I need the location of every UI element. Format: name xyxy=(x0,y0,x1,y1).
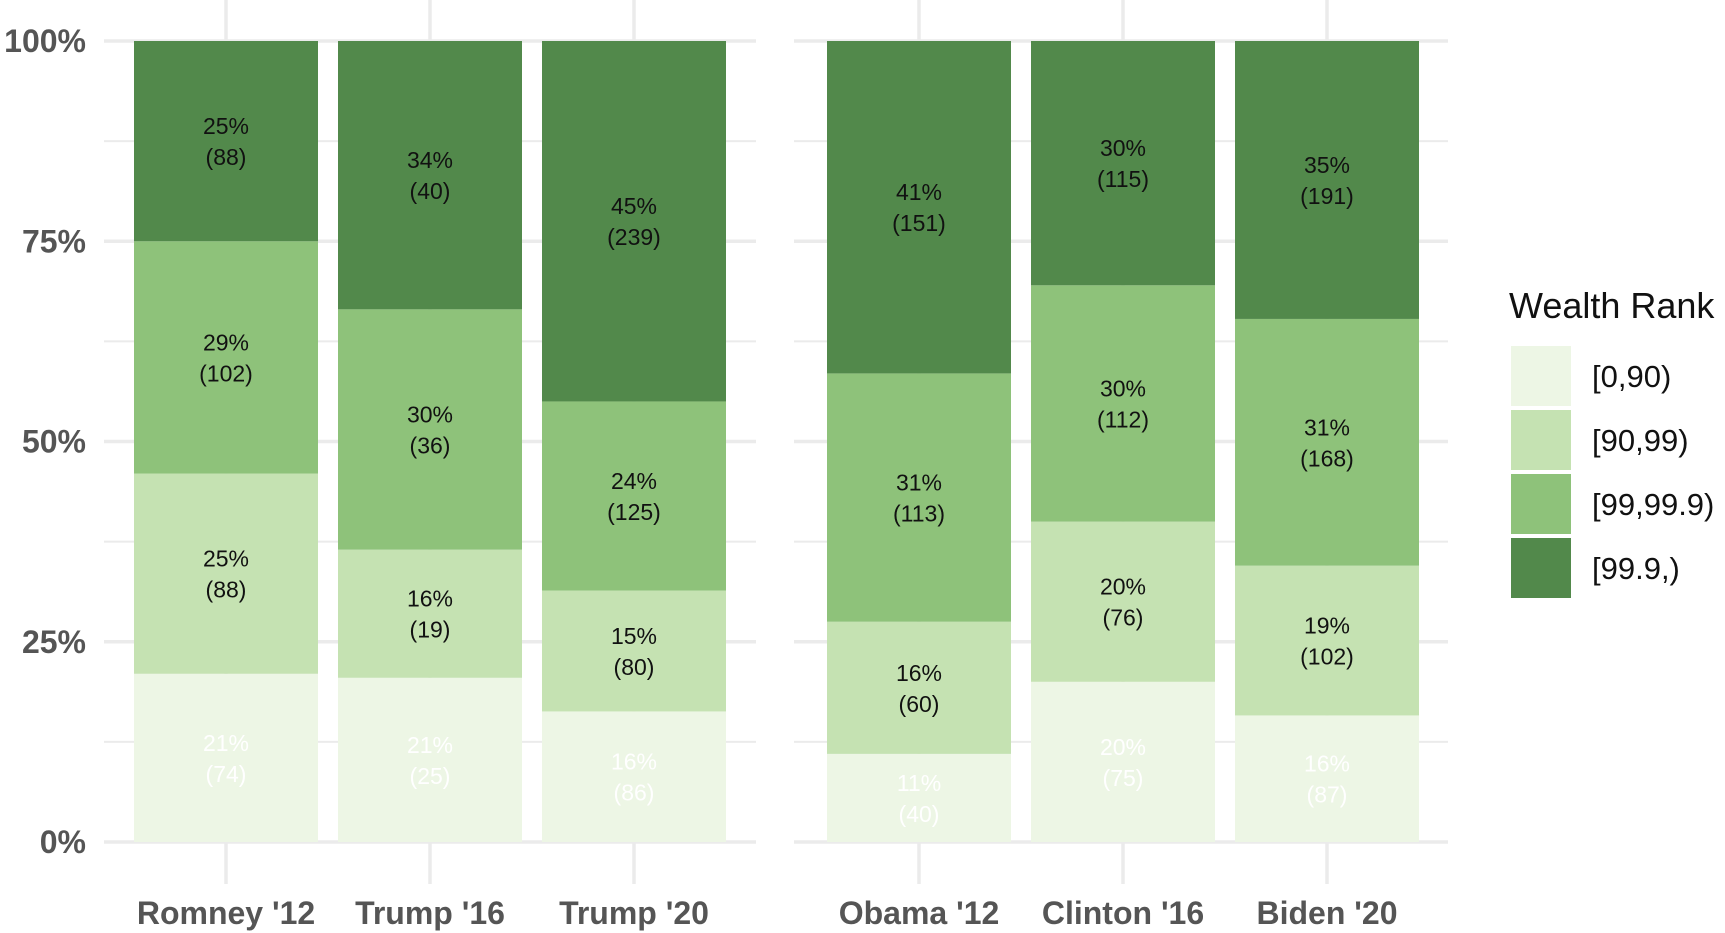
segment-percent-label: 31% xyxy=(1304,414,1350,440)
segment-count-label: (191) xyxy=(1300,183,1354,209)
segment-count-label: (86) xyxy=(614,780,655,806)
segment-count-label: (75) xyxy=(1103,765,1144,791)
segment-percent-label: 21% xyxy=(407,732,453,758)
segment-percent-label: 11% xyxy=(897,770,941,796)
bar-segment xyxy=(1235,565,1419,716)
bar-segment xyxy=(542,711,726,842)
segment-percent-label: 20% xyxy=(1100,574,1146,600)
bar-segment xyxy=(134,673,318,842)
segment-count-label: (87) xyxy=(1307,782,1348,808)
segment-percent-label: 16% xyxy=(611,749,657,775)
segment-percent-label: 30% xyxy=(407,401,453,427)
bar-segment xyxy=(542,41,726,402)
x-tick-label: Trump '16 xyxy=(355,895,505,931)
bar-segment xyxy=(338,309,522,550)
bar-segment xyxy=(338,677,522,842)
bar-segment xyxy=(134,473,318,674)
bar-segment xyxy=(134,241,318,474)
x-tick-label: Clinton '16 xyxy=(1042,895,1204,931)
segment-count-label: (168) xyxy=(1300,445,1354,471)
y-tick-label: 100% xyxy=(4,23,86,59)
bar-segment xyxy=(827,373,1011,622)
segment-count-label: (36) xyxy=(410,432,451,458)
x-axis: Romney '12 Trump '16 Trump '20 Obama '12 Cli… xyxy=(137,895,1398,931)
legend-swatch xyxy=(1511,410,1571,470)
bar-segment xyxy=(1031,285,1215,522)
segment-count-label: (60) xyxy=(899,691,940,717)
x-tick-label: Obama '12 xyxy=(839,895,1000,931)
legend: Wealth Rank [0,90) [90,99) [99,99.9) [99.9,… xyxy=(1509,285,1715,598)
segment-count-label: (40) xyxy=(410,178,451,204)
bar-segment xyxy=(1031,41,1215,286)
segment-count-label: (102) xyxy=(1300,644,1354,670)
bar-segment xyxy=(542,590,726,712)
segment-count-label: (113) xyxy=(893,501,945,527)
segment-count-label: (102) xyxy=(199,360,253,386)
segment-count-label: (19) xyxy=(410,617,451,643)
bar-segment xyxy=(1235,41,1419,319)
y-axis: 0% 25% 50% 75% 100% xyxy=(4,23,86,860)
legend-swatch xyxy=(1511,474,1571,534)
segment-percent-label: 41% xyxy=(896,179,942,205)
segment-percent-label: 25% xyxy=(203,113,249,139)
bar-segment xyxy=(1235,715,1419,842)
y-tick-label: 75% xyxy=(22,223,86,259)
bar-segment xyxy=(338,549,522,678)
bar-segment xyxy=(827,41,1011,374)
bars: 21% (74) 25% (88) 29% (102) 25% (88) 21% (25) 16% (… xyxy=(134,41,1419,842)
segment-count-label: (88) xyxy=(206,144,247,170)
y-tick-label: 25% xyxy=(22,624,86,660)
segment-percent-label: 30% xyxy=(1100,135,1146,161)
segment-percent-label: 31% xyxy=(896,470,942,496)
segment-percent-label: 35% xyxy=(1304,152,1350,178)
legend-label: [99,99.9) xyxy=(1592,487,1714,522)
segment-percent-label: 29% xyxy=(203,329,249,355)
bar-segment xyxy=(827,621,1011,754)
bar-segment xyxy=(1235,318,1419,566)
bar-segment xyxy=(1031,521,1215,682)
legend-label: [90,99) xyxy=(1592,423,1689,458)
segment-count-label: (88) xyxy=(206,577,247,603)
bar-segment xyxy=(542,401,726,591)
bar-segment xyxy=(1031,681,1215,842)
segment-count-label: (80) xyxy=(614,654,655,680)
segment-percent-label: 19% xyxy=(1304,613,1350,639)
legend-label: [99.9,) xyxy=(1592,551,1680,586)
segment-count-label: (112) xyxy=(1097,406,1149,432)
x-tick-label: Biden '20 xyxy=(1257,895,1398,931)
segment-percent-label: 16% xyxy=(1304,751,1350,777)
segment-percent-label: 24% xyxy=(611,468,657,494)
x-tick-label: Trump '20 xyxy=(559,895,709,931)
segment-count-label: (151) xyxy=(892,210,946,236)
segment-count-label: (115) xyxy=(1097,166,1149,192)
segment-percent-label: 21% xyxy=(203,730,249,756)
segment-count-label: (239) xyxy=(607,224,661,250)
bar-segment xyxy=(338,41,522,310)
segment-percent-label: 20% xyxy=(1100,734,1146,760)
segment-count-label: (76) xyxy=(1103,605,1144,631)
segment-percent-label: 15% xyxy=(611,623,657,649)
legend-title: Wealth Rank xyxy=(1509,285,1715,326)
segment-percent-label: 30% xyxy=(1100,375,1146,401)
x-tick-label: Romney '12 xyxy=(137,895,315,931)
bar-segment xyxy=(827,753,1011,842)
segment-percent-label: 25% xyxy=(203,546,249,572)
segment-percent-label: 45% xyxy=(611,193,657,219)
segment-percent-label: 16% xyxy=(407,586,453,612)
segment-count-label: (40) xyxy=(899,801,940,827)
bar-segment xyxy=(134,41,318,242)
segment-percent-label: 34% xyxy=(407,147,453,173)
legend-label: [0,90) xyxy=(1592,359,1671,394)
legend-swatch xyxy=(1511,346,1571,406)
segment-count-label: (74) xyxy=(206,761,247,787)
legend-swatch xyxy=(1511,538,1571,598)
y-tick-label: 50% xyxy=(22,424,86,460)
segment-count-label: (125) xyxy=(607,499,661,525)
y-tick-label: 0% xyxy=(40,824,86,860)
segment-percent-label: 16% xyxy=(896,660,942,686)
segment-count-label: (25) xyxy=(410,763,451,789)
